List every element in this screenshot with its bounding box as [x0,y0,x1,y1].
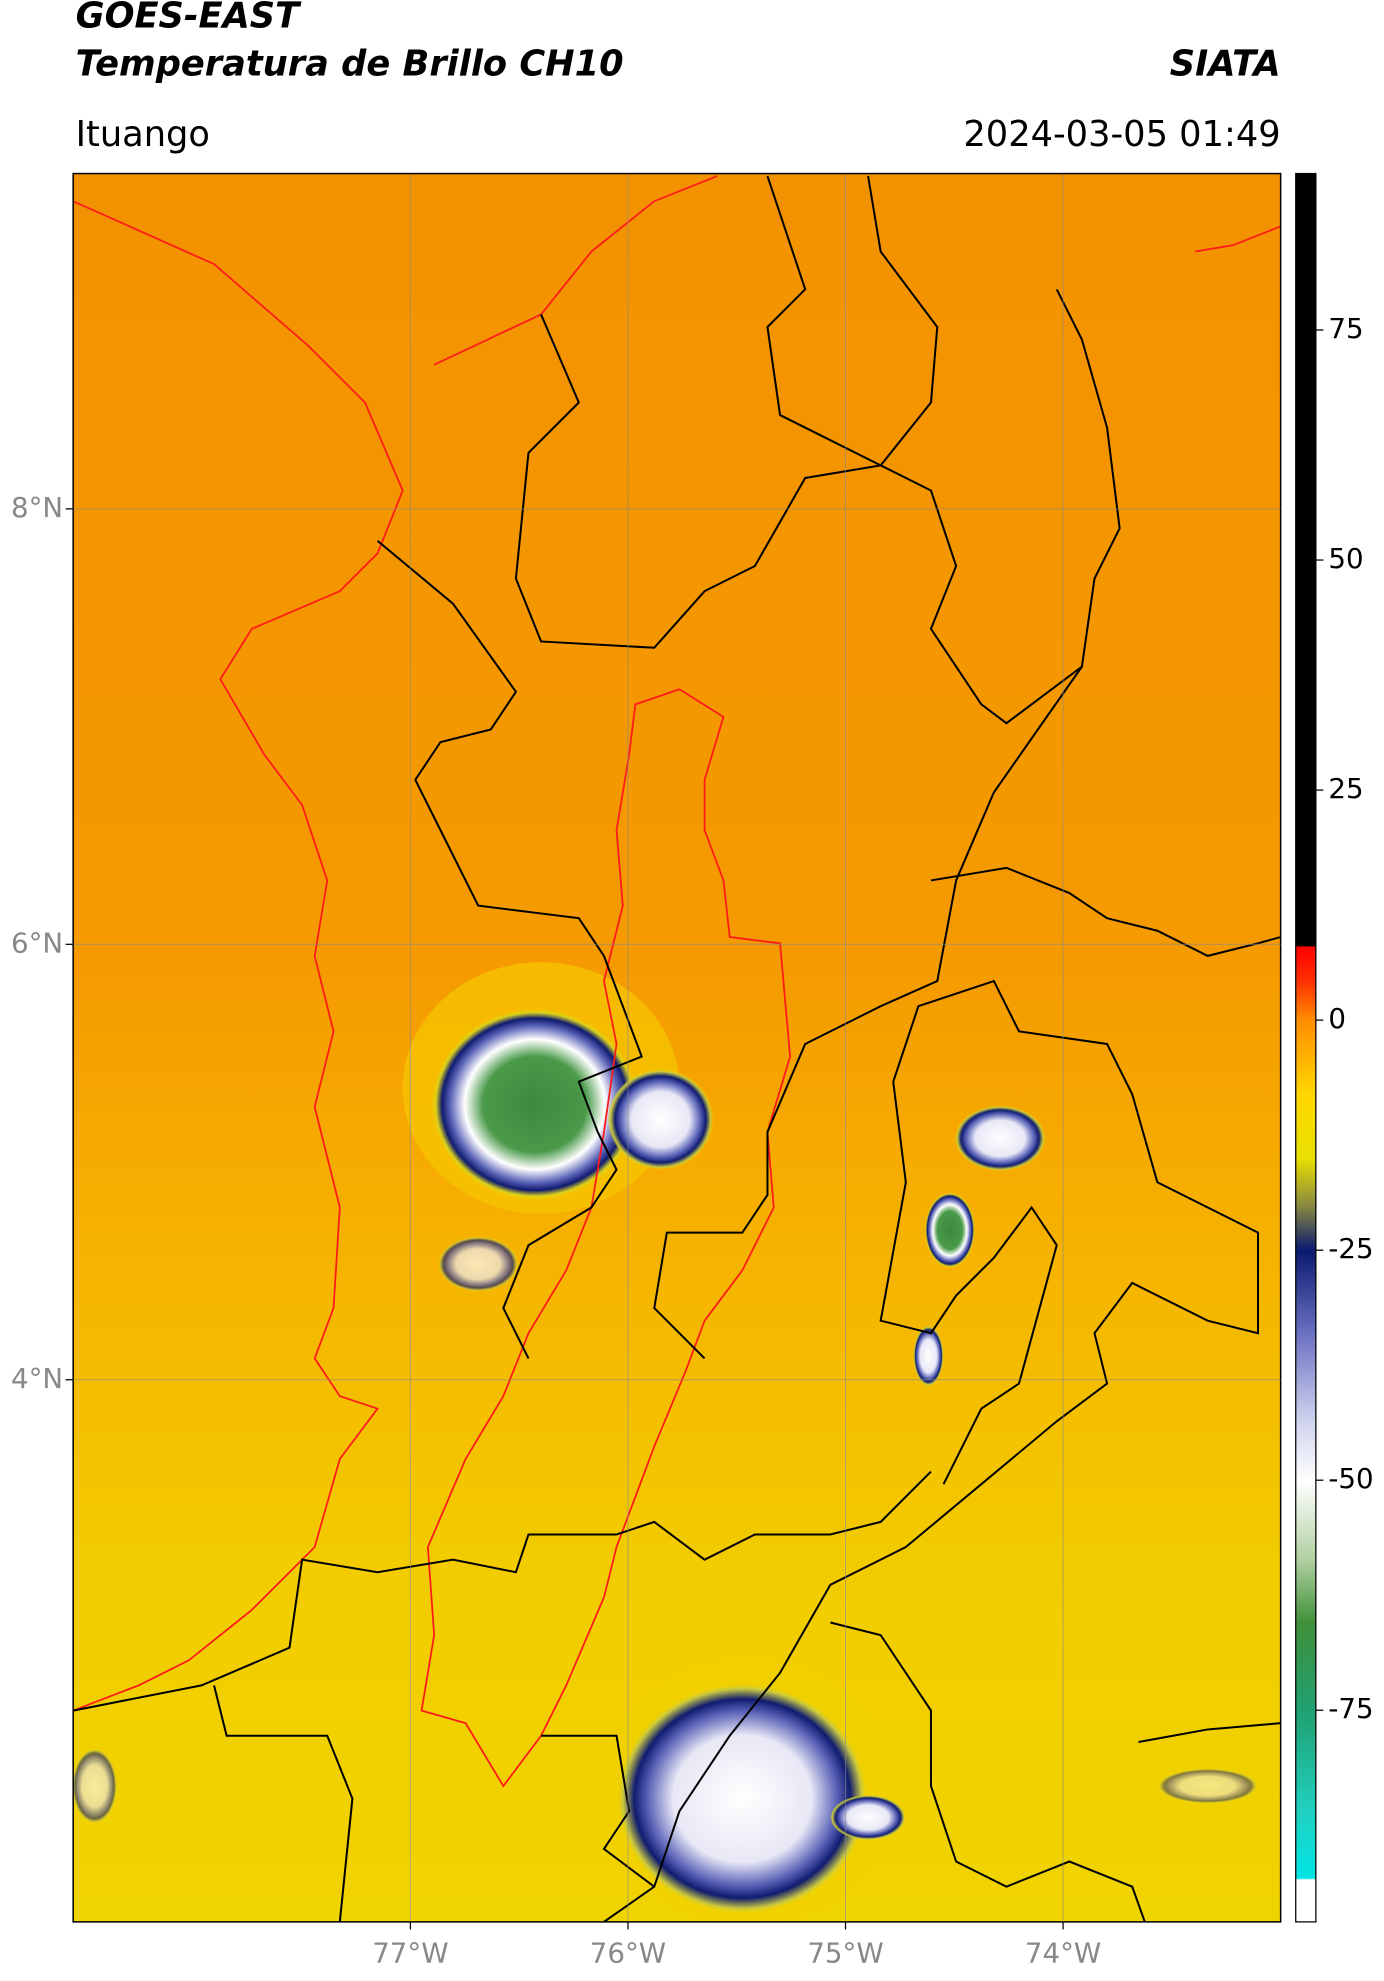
cloud [913,1325,944,1387]
map-field [73,173,1281,1922]
cloud [607,1069,714,1170]
coastline [433,175,718,366]
admin-border [376,540,643,1359]
admin-border [514,288,1121,725]
region: Ituango [76,114,210,155]
basin-outline [420,688,791,1788]
colorbar-tick-label: 0 [1328,1002,1346,1035]
cloud [431,1008,638,1200]
y-tick-label: 4°N [11,1362,63,1395]
colorbar-tick-label: -25 [1328,1232,1373,1265]
timestamp: 2024-03-05 01:49 [963,114,1280,155]
colorbar-tick-label: -75 [1328,1692,1373,1725]
coastline [1194,225,1281,253]
admin-border [830,1621,1146,1922]
colorbar-tick-label: -50 [1328,1462,1373,1495]
x-tick-label: 77°W [372,1937,448,1970]
admin-border [766,175,939,467]
cloud [437,1236,519,1292]
x-tick-label: 75°W [807,1937,883,1970]
admin-border [930,866,1281,957]
cloud [924,1192,975,1268]
cloud [954,1105,1046,1171]
colorbar-tick-label: 25 [1328,772,1363,805]
admin-border [213,1685,354,1922]
coastline [73,200,404,1712]
map-frame [72,172,1282,1923]
y-tick-label: 8°N [11,491,63,524]
colorbar-tick-label: 50 [1328,542,1363,575]
cloud [830,1794,906,1841]
colorbar-tick-label: 75 [1328,312,1363,345]
x-tick-label: 76°W [590,1937,666,1970]
admin-border [1138,1722,1281,1744]
admin-border [653,666,1083,1360]
admin-border [541,1734,655,1888]
cloud [1157,1768,1258,1804]
cloud [73,1748,118,1824]
admin-border [879,1081,1058,1485]
cloud [616,1682,869,1915]
x-tick-label: 74°W [1025,1937,1101,1970]
source: SIATA [1170,43,1281,84]
admin-border [73,1470,932,1712]
y-tick-label: 6°N [11,926,63,959]
map-background [73,173,1281,1922]
colorbar [1295,172,1317,1923]
chart-subtitle: Temperatura de Brillo CH10 [76,43,624,84]
chart-title: GOES-EAST [76,0,302,37]
